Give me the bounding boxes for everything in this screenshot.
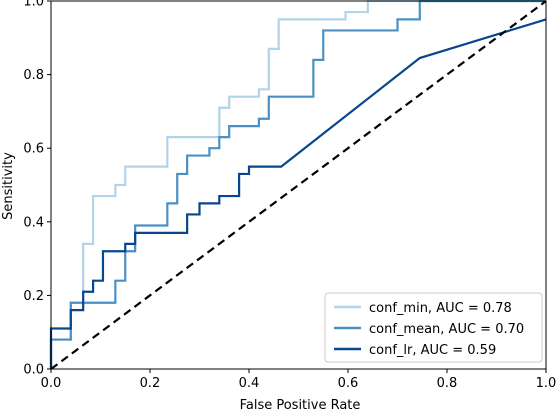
legend-label-conf-lr: conf_lr, AUC = 0.59 xyxy=(369,343,496,358)
y-tick-label: 0.6 xyxy=(23,142,44,157)
series-line-1 xyxy=(49,0,546,369)
x-tick-label: 0.8 xyxy=(437,376,458,391)
legend-box xyxy=(324,292,543,363)
y-tick-label: 0.8 xyxy=(23,68,44,83)
x-tick-label: 0.2 xyxy=(140,376,161,391)
y-tick-label: 0.2 xyxy=(23,289,44,304)
series-line-2 xyxy=(49,18,547,369)
x-tick-label: 0.0 xyxy=(41,376,62,391)
x-axis-label: False Positive Rate xyxy=(240,398,361,412)
x-tick-label: 0.4 xyxy=(239,376,260,391)
y-tick-label: 0.4 xyxy=(23,215,44,230)
y-tick-label: 1.0 xyxy=(23,0,44,10)
legend-label-conf-min: conf_min, AUC = 0.78 xyxy=(369,301,512,316)
legend-label-conf-mean: conf_mean, AUC = 0.70 xyxy=(369,322,524,337)
reference-diagonal-line xyxy=(50,0,547,370)
legend: conf_min, AUC = 0.78 conf_mean, AUC = 0.… xyxy=(324,292,543,363)
x-tick-label: 1.0 xyxy=(536,376,557,391)
plot-area xyxy=(49,0,547,370)
y-tick-label: 0.0 xyxy=(23,363,44,378)
x-tick-label: 0.6 xyxy=(338,376,359,391)
axis-ticks: 0.0 0.2 0.4 0.6 0.8 1.0 0.0 0.2 0.4 0.6 0.8 1.0 xyxy=(23,0,556,391)
plot-frame xyxy=(50,0,547,370)
y-axis-label: Sensitivity xyxy=(1,152,16,220)
